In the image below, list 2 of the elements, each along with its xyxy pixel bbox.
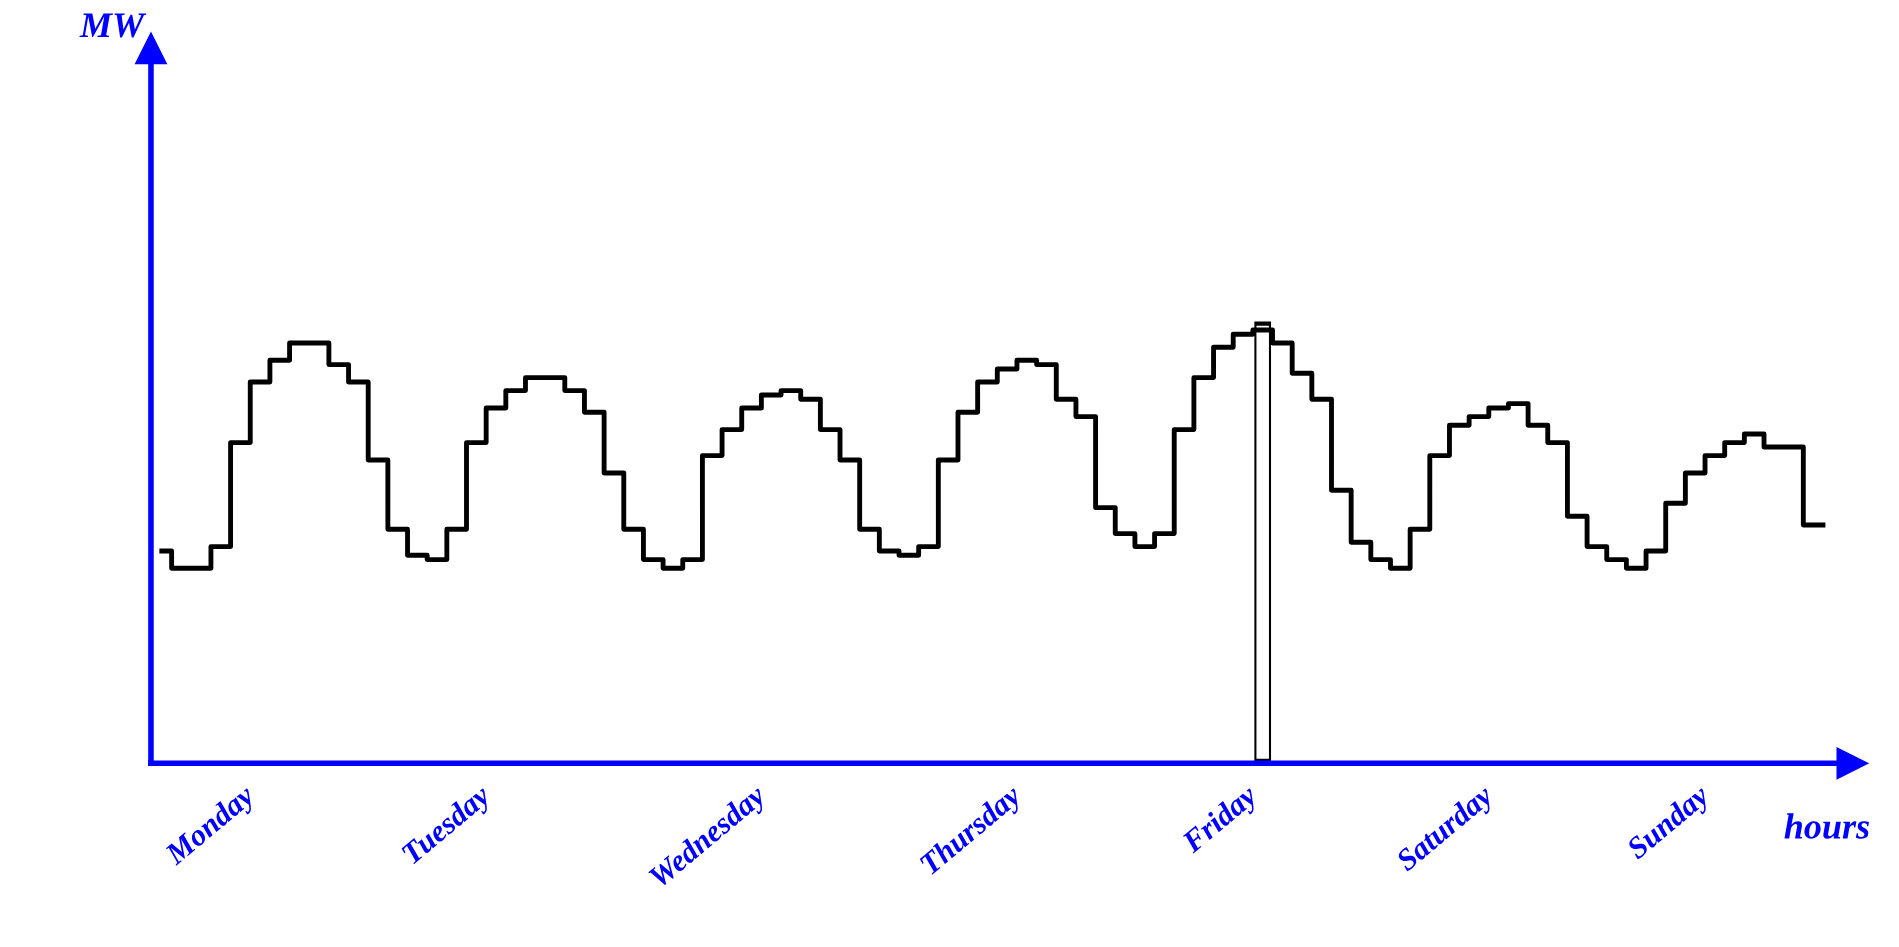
text: MW <box>79 13 147 38</box>
x-axis-title: hours <box>1784 813 1870 839</box>
